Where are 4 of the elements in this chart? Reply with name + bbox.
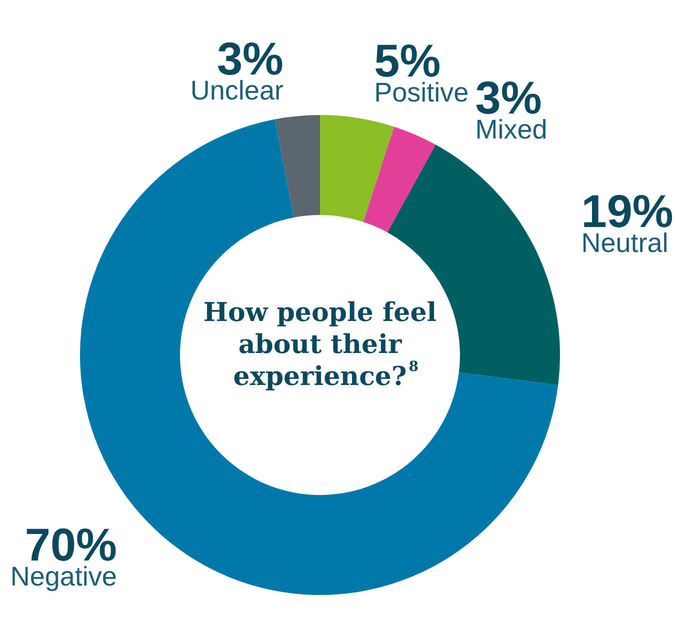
donut-slice: [275, 115, 320, 218]
donut-slice: [320, 115, 394, 222]
donut-slice: [363, 126, 436, 232]
slice-label: Unclear: [190, 75, 284, 106]
